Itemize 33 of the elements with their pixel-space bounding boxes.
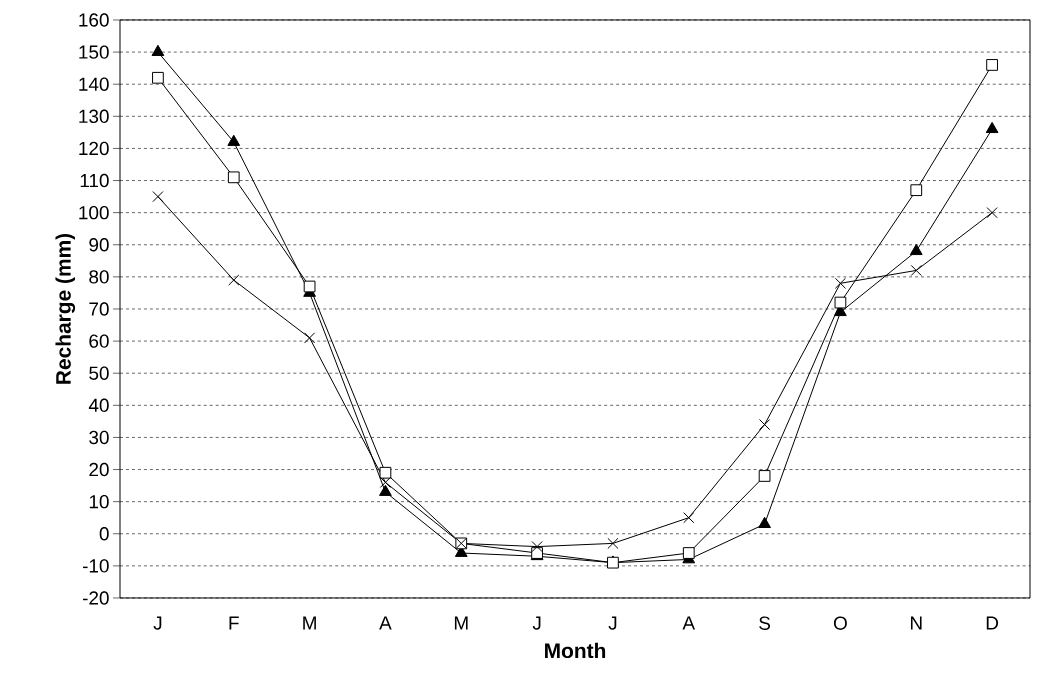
y-tick-label: 90 — [89, 238, 109, 252]
y-tick-label: 10 — [89, 494, 109, 509]
y-tick-label: -20 — [82, 591, 109, 605]
x-tick-label: N — [910, 616, 922, 630]
y-tick-label: 150 — [79, 45, 109, 59]
x-tick-label: O — [833, 616, 847, 630]
x-tick-label: D — [986, 616, 999, 630]
x-tick-label: M — [454, 616, 468, 630]
x-tick-label: J — [153, 616, 162, 630]
x-tick-label: A — [379, 616, 392, 630]
y-tick-label: 120 — [79, 141, 109, 156]
y-axis-title: Recharge (mm) — [55, 233, 76, 384]
y-tick-label: 0 — [99, 527, 109, 541]
x-tick-label: J — [532, 616, 541, 630]
x-tick-label: M — [303, 616, 316, 630]
y-tick-label: -10 — [82, 559, 109, 573]
y-tick-label: 70 — [89, 302, 109, 316]
x-tick-label: A — [682, 616, 696, 630]
x-tick-label: S — [759, 616, 771, 630]
y-tick-label: 160 — [79, 13, 109, 27]
x-tick-label: F — [229, 616, 239, 630]
y-tick-label: 140 — [79, 77, 109, 91]
y-tick-label: 100 — [79, 205, 109, 220]
y-tick-label: 50 — [89, 366, 109, 380]
y-tick-label: 30 — [89, 430, 109, 445]
y-tick-label: 130 — [79, 109, 109, 124]
y-tick-label: 60 — [89, 334, 109, 348]
x-axis-title: Month — [545, 642, 606, 659]
y-tick-label: 40 — [88, 398, 109, 413]
x-tick-label: J — [608, 616, 617, 630]
y-tick-label: 20 — [89, 462, 109, 477]
y-tick-label: 110 — [80, 173, 109, 188]
y-tick-label: 80 — [89, 270, 109, 284]
